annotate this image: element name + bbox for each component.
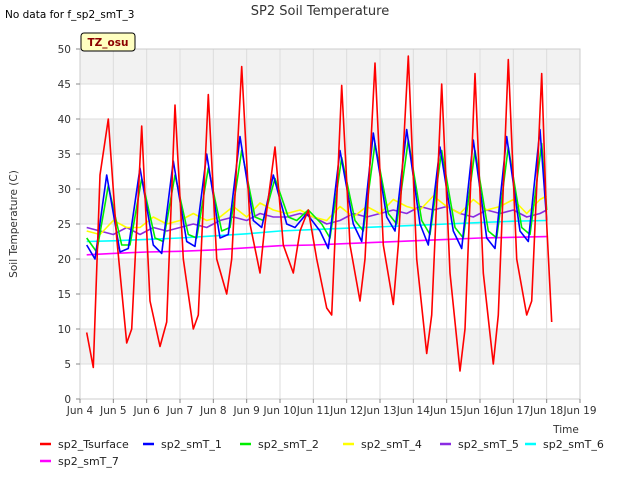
y-tick-label: 25: [58, 219, 71, 231]
x-tick-label: Jun 12: [329, 405, 363, 417]
x-tick-label: Jun 11: [296, 405, 330, 417]
legend-label: sp2_smT_5: [458, 438, 519, 451]
legend-item-sp2_smT_1: sp2_smT_1: [143, 438, 222, 451]
x-tick-label: Jun 17: [496, 405, 530, 417]
y-tick-label: 50: [58, 44, 71, 56]
legend: sp2_Tsurface sp2_smT_1 sp2_smT_2 sp2_smT_4 s…: [40, 438, 604, 468]
legend-label: sp2_smT_7: [58, 455, 119, 468]
series-line-sp2_smT_4: [86, 195, 548, 236]
x-tick-label: Jun 7: [166, 405, 193, 417]
plot-band: [80, 49, 580, 84]
tz-badge: TZ_osu: [80, 32, 136, 52]
x-tick-label: Jun 10: [262, 405, 296, 417]
plot-band: [80, 259, 580, 294]
x-tick-label: Jun 6: [132, 405, 160, 417]
x-tick-label: Jun 5: [99, 405, 126, 417]
tz-badge-box: [80, 32, 136, 52]
y-tick-label: 10: [58, 324, 71, 336]
legend-label: sp2_smT_2: [258, 438, 319, 451]
legend-item-sp2_smT_4: sp2_smT_4: [343, 438, 422, 451]
y-tick-label: 45: [58, 79, 71, 91]
series-layer: [85, 55, 553, 372]
x-tick-label: Jun 16: [462, 405, 496, 417]
series-line-sp2_smT_1: [86, 128, 548, 260]
y-tick-label: 40: [58, 114, 71, 126]
y-tick-label: 20: [58, 254, 71, 266]
x-axis-label: Time: [552, 424, 579, 436]
plot-band: [80, 119, 580, 154]
x-tick-label: Jun 18: [529, 405, 563, 417]
legend-item-sp2_smT_2: sp2_smT_2: [240, 438, 319, 451]
y-tick-label: 5: [64, 359, 71, 371]
x-tick-label: Jun 4: [66, 405, 94, 417]
x-tick-label: Jun 8: [199, 405, 226, 417]
legend-item-sp2_smT_7: sp2_smT_7: [40, 455, 119, 468]
no-data-note: No data for f_sp2_smT_3: [5, 9, 134, 21]
y-tick-label: 0: [64, 394, 71, 406]
x-tick-label: Jun 13: [362, 405, 396, 417]
x-tick-label: Jun 14: [396, 405, 430, 417]
chart-title: SP2 Soil Temperature: [251, 4, 389, 19]
legend-item-sp2_smT_5: sp2_smT_5: [440, 438, 519, 451]
tz-badge-label: TZ_osu: [88, 37, 129, 49]
x-tick-label: Jun 15: [429, 405, 463, 417]
legend-label: sp2_smT_1: [161, 438, 222, 451]
y-tick-label: 15: [58, 289, 71, 301]
legend-item-sp2_Tsurface: sp2_Tsurface: [40, 438, 129, 451]
legend-label: sp2_Tsurface: [58, 438, 129, 451]
legend-label: sp2_smT_4: [361, 438, 422, 451]
y-axis-label: Soil Temperature (C): [8, 170, 20, 278]
legend-item-sp2_smT_6: sp2_smT_6: [525, 438, 604, 451]
y-axis: 0 5 10 15 20 25 30 35 40 45 50: [58, 44, 80, 406]
y-tick-label: 35: [58, 149, 71, 161]
legend-label: sp2_smT_6: [543, 438, 604, 451]
x-tick-label: Jun 9: [232, 405, 259, 417]
y-tick-label: 30: [58, 184, 71, 196]
series-line-sp2_Tsurface: [85, 55, 553, 372]
x-axis: Jun 4 Jun 5 Jun 6 Jun 7 Jun 8 Jun 9 Jun 10 Jun …: [66, 399, 597, 417]
x-tick-label: Jun 19: [562, 405, 596, 417]
plot-band: [80, 329, 580, 364]
